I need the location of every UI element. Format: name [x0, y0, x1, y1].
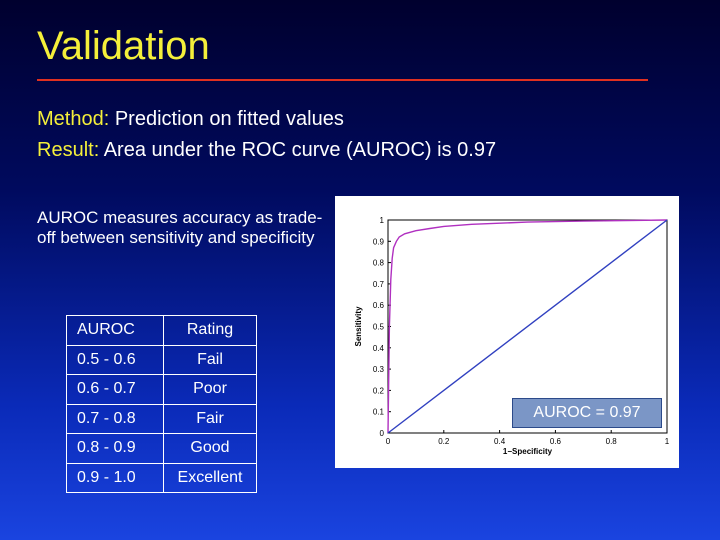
table-row: 0.9 - 1.0 Excellent	[66, 462, 257, 493]
table-cell-range: 0.6 - 0.7	[66, 374, 164, 405]
table-cell-rating: Poor	[163, 374, 257, 405]
roc-chart-svg: 0 0.2 0.4 0.6 0.8 1 0 0.1 0.2 0.3 0.4 0.5 0.6 0.7 0.8 0…	[354, 216, 670, 456]
y-tick-label: 0.7	[373, 280, 385, 289]
y-tick-label: 1	[380, 216, 385, 225]
auroc-description: AUROC measures accuracy as trade-off bet…	[37, 208, 323, 247]
x-tick-label: 0.8	[606, 437, 618, 446]
table-cell-range: 0.9 - 1.0	[66, 462, 164, 493]
x-tick-label: 0.2	[438, 437, 450, 446]
y-tick-label: 0.5	[373, 323, 385, 332]
method-label: Method:	[37, 108, 110, 130]
slide-title: Validation	[37, 24, 210, 68]
table-cell-rating: Fair	[163, 403, 257, 434]
y-tick-label: 0	[380, 429, 385, 438]
y-tick-label: 0.9	[373, 237, 385, 246]
auroc-value-label: AUROC = 0.97	[512, 398, 662, 428]
table-header-cell: Rating	[163, 315, 257, 346]
table-cell-range: 0.8 - 0.9	[66, 433, 164, 464]
y-axis-label: Sensitivity	[354, 306, 363, 347]
y-tick-label: 0.4	[373, 344, 385, 353]
table-row: 0.6 - 0.7 Poor	[66, 374, 257, 405]
table-cell-range: 0.5 - 0.6	[66, 344, 164, 375]
y-tick-label: 0.2	[373, 386, 385, 395]
table-cell-rating: Excellent	[163, 462, 257, 493]
result-text: Area under the ROC curve (AUROC) is 0.97	[99, 139, 497, 161]
roc-chart: 0 0.2 0.4 0.6 0.8 1 0 0.1 0.2 0.3 0.4 0.5 0.6 0.7 0.8 0…	[335, 196, 679, 468]
table-cell-rating: Fail	[163, 344, 257, 375]
y-tick-label: 0.3	[373, 365, 385, 374]
y-tick-label: 0.8	[373, 259, 385, 268]
diagonal-reference-line	[387, 219, 668, 434]
x-tick-label: 0.4	[494, 437, 506, 446]
title-divider	[37, 79, 648, 81]
x-tick-label: 0.6	[550, 437, 562, 446]
table-header-cell: AUROC	[66, 315, 164, 346]
method-text: Prediction on fitted values	[109, 108, 344, 130]
table-cell-range: 0.7 - 0.8	[66, 403, 164, 434]
auroc-rating-table: AUROC Rating 0.5 - 0.6 Fail 0.6 - 0.7 Po…	[66, 315, 257, 493]
x-tick-label: 1	[665, 437, 670, 446]
result-label: Result:	[37, 139, 100, 161]
y-tick-label: 0.1	[373, 408, 385, 417]
table-row: 0.5 - 0.6 Fail	[66, 344, 257, 375]
x-axis-label: 1−Specificity	[503, 447, 553, 456]
table-header-row: AUROC Rating	[66, 315, 257, 346]
table-row: 0.8 - 0.9 Good	[66, 433, 257, 464]
table-row: 0.7 - 0.8 Fair	[66, 403, 257, 434]
result-line: Result: Area under the ROC curve (AUROC)…	[37, 139, 496, 162]
table-cell-rating: Good	[163, 433, 257, 464]
roc-curve	[387, 219, 668, 434]
y-tick-label: 0.6	[373, 301, 385, 310]
x-tick-label: 0	[386, 437, 391, 446]
method-line: Method: Prediction on fitted values	[37, 108, 344, 131]
